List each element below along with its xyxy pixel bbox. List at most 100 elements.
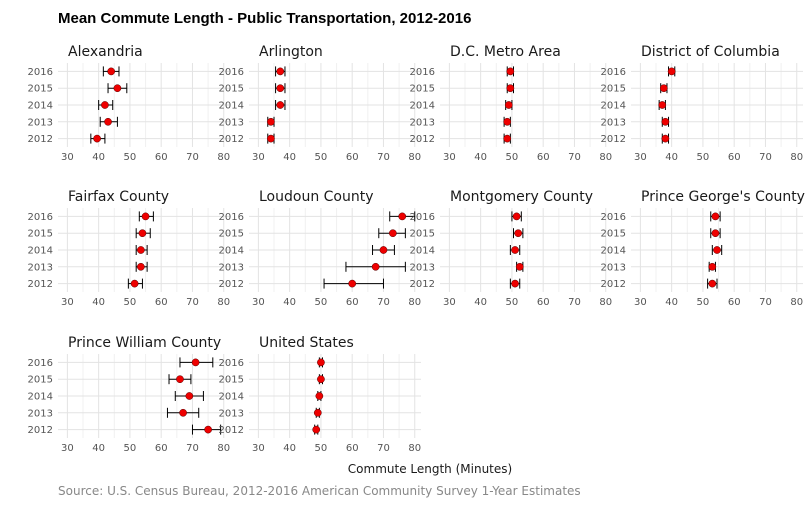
x-tick-label: 60 bbox=[155, 297, 168, 308]
x-tick-label: 70 bbox=[377, 443, 390, 454]
data-point bbox=[204, 425, 212, 434]
data-point bbox=[276, 84, 285, 93]
panel-fairfax-county: Fairfax County 30 40 50 60 70 80 2016 2015 2014 20… bbox=[28, 189, 231, 308]
x-tick-label: 40 bbox=[474, 152, 487, 163]
panel-district-of-columbia: District of Columbia 30 40 50 60 70 80 2016 2015… bbox=[601, 44, 804, 163]
y-tick-label: 2014 bbox=[601, 246, 626, 257]
data-point bbox=[93, 134, 101, 143]
facet-title: D.C. Metro Area bbox=[450, 44, 561, 60]
panel-united-states: United States 30 40 50 60 70 80 2016 2015 2014 201… bbox=[219, 335, 422, 454]
y-tick-label: 2015 bbox=[410, 229, 435, 240]
x-tick-label: 70 bbox=[377, 152, 390, 163]
chart-title: Mean Commute Length - Public Transportat… bbox=[58, 10, 471, 27]
x-tick-label: 60 bbox=[728, 297, 741, 308]
data-point bbox=[506, 84, 515, 93]
data-point bbox=[113, 84, 122, 93]
panel-alexandria: Alexandria 30 40 50 60 70 80 2016 2015 2014 2013 20… bbox=[28, 44, 231, 163]
data-point bbox=[107, 67, 116, 76]
data-point bbox=[711, 229, 720, 238]
y-tick-label: 2015 bbox=[410, 84, 435, 95]
data-point bbox=[711, 212, 720, 221]
x-tick-label: 60 bbox=[346, 297, 359, 308]
x-tick-label: 80 bbox=[599, 297, 612, 308]
data-point bbox=[315, 392, 324, 400]
data-point bbox=[661, 117, 670, 126]
y-tick-label: 2016 bbox=[219, 358, 244, 369]
y-tick-label: 2013 bbox=[219, 117, 244, 128]
x-tick-label: 30 bbox=[252, 152, 265, 163]
data-point bbox=[130, 279, 139, 288]
y-tick-label: 2015 bbox=[219, 229, 244, 240]
x-tick-label: 80 bbox=[217, 152, 230, 163]
facet-title: District of Columbia bbox=[641, 44, 780, 60]
data-point bbox=[713, 246, 721, 254]
data-point bbox=[389, 229, 397, 238]
x-tick-label: 60 bbox=[155, 443, 168, 454]
data-point bbox=[379, 246, 388, 254]
x-tick-label: 50 bbox=[315, 152, 328, 163]
y-tick-label: 2016 bbox=[219, 67, 244, 78]
x-tick-label: 30 bbox=[252, 443, 265, 454]
data-point bbox=[661, 134, 670, 143]
y-tick-label: 2015 bbox=[219, 84, 244, 95]
x-tick-label: 40 bbox=[283, 443, 296, 454]
x-tick-label: 60 bbox=[346, 443, 359, 454]
data-point bbox=[312, 425, 321, 434]
data-point bbox=[708, 279, 717, 288]
data-point bbox=[511, 279, 519, 288]
x-tick-label: 70 bbox=[568, 297, 581, 308]
facet-title: Alexandria bbox=[68, 44, 143, 60]
y-tick-label: 2015 bbox=[601, 229, 626, 240]
y-tick-label: 2014 bbox=[28, 101, 53, 112]
y-tick-label: 2015 bbox=[28, 375, 53, 386]
data-point bbox=[504, 101, 513, 109]
x-tick-label: 80 bbox=[217, 443, 230, 454]
y-tick-label: 2014 bbox=[28, 392, 53, 403]
caption: Source: U.S. Census Bureau, 2012-2016 Am… bbox=[58, 484, 581, 498]
data-point bbox=[515, 262, 524, 271]
data-point bbox=[185, 392, 194, 400]
y-tick-label: 2014 bbox=[219, 101, 244, 112]
x-tick-label: 50 bbox=[697, 152, 710, 163]
x-tick-label: 60 bbox=[155, 152, 168, 163]
x-tick-label: 80 bbox=[790, 297, 803, 308]
y-tick-label: 2013 bbox=[28, 408, 53, 419]
x-tick-label: 50 bbox=[315, 297, 328, 308]
data-point bbox=[503, 117, 512, 126]
panel-loudoun-county: Loudoun County 30 40 50 60 70 80 2016 2015 2014 20… bbox=[219, 189, 422, 308]
data-point bbox=[512, 212, 521, 221]
y-tick-label: 2012 bbox=[601, 279, 626, 290]
data-point bbox=[317, 375, 325, 384]
x-tick-label: 70 bbox=[759, 297, 772, 308]
y-tick-label: 2013 bbox=[28, 262, 53, 273]
x-tick-label: 80 bbox=[790, 152, 803, 163]
x-tick-label: 40 bbox=[92, 443, 105, 454]
facet-title: Fairfax County bbox=[68, 189, 169, 205]
y-tick-label: 2013 bbox=[410, 262, 435, 273]
x-tick-label: 30 bbox=[61, 152, 74, 163]
data-point bbox=[659, 84, 668, 93]
y-tick-label: 2012 bbox=[601, 134, 626, 145]
x-tick-label: 30 bbox=[634, 297, 647, 308]
x-tick-label: 40 bbox=[283, 297, 296, 308]
x-tick-label: 30 bbox=[443, 297, 456, 308]
data-point bbox=[267, 117, 275, 126]
x-tick-label: 40 bbox=[92, 297, 105, 308]
x-tick-label: 50 bbox=[506, 297, 519, 308]
data-point bbox=[708, 262, 717, 271]
x-tick-label: 30 bbox=[443, 152, 456, 163]
y-tick-label: 2013 bbox=[219, 262, 244, 273]
y-tick-label: 2012 bbox=[219, 425, 244, 436]
data-point bbox=[141, 212, 150, 221]
facet-title: Prince William County bbox=[68, 335, 221, 351]
panel-prince-william-county: Prince William County 30 40 50 60 70 80 2016 201… bbox=[28, 335, 231, 454]
x-tick-label: 70 bbox=[186, 152, 199, 163]
x-tick-label: 40 bbox=[665, 297, 678, 308]
data-point bbox=[137, 246, 145, 254]
x-tick-label: 80 bbox=[217, 297, 230, 308]
data-point bbox=[101, 101, 109, 109]
x-tick-label: 50 bbox=[124, 152, 137, 163]
data-point bbox=[276, 101, 285, 109]
x-tick-label: 50 bbox=[124, 443, 137, 454]
